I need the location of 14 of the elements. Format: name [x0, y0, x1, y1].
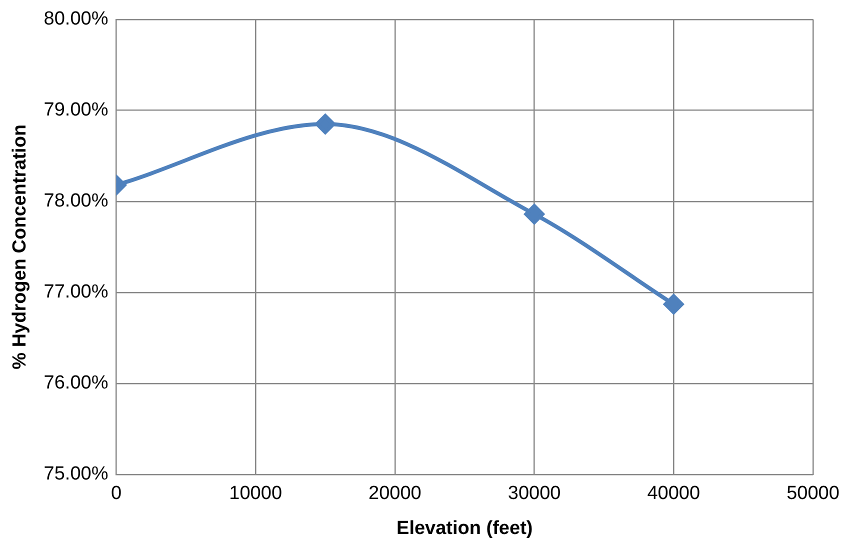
x-axis-title: Elevation (feet): [396, 518, 533, 539]
y-tick-label: 76.00%: [44, 372, 108, 394]
y-tick-label: 80.00%: [44, 8, 108, 30]
x-tick-label: 30000: [508, 483, 561, 504]
x-tick-label: 50000: [786, 483, 840, 504]
y-tick-label: 75.00%: [44, 464, 108, 485]
y-axis-title: % Hydrogen Concentration: [10, 124, 31, 370]
y-tick-label: 78.00%: [44, 190, 108, 212]
x-tick-label: 0: [110, 483, 122, 504]
x-tick-label: 20000: [368, 483, 422, 504]
x-tick-label: 40000: [647, 483, 700, 504]
x-tick-label: 10000: [229, 483, 282, 504]
y-tick-label: 77.00%: [44, 282, 108, 303]
y-tick-label: 79.00%: [44, 100, 108, 121]
